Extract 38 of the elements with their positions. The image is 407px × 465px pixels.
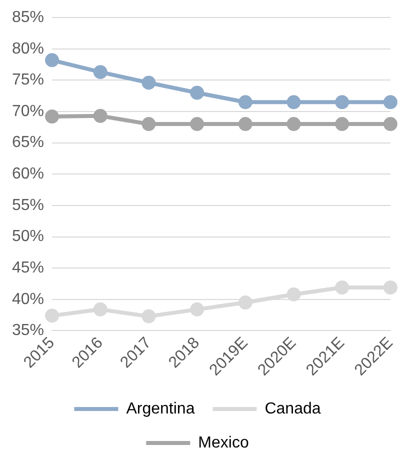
y-tick-label: 50%	[12, 228, 44, 246]
point	[335, 280, 350, 294]
legend-label: Canada	[264, 400, 321, 418]
point	[93, 108, 108, 123]
point	[238, 95, 252, 110]
point	[45, 53, 60, 68]
legend-label: Argentina	[126, 400, 195, 418]
point	[142, 76, 156, 90]
point	[238, 296, 252, 310]
point	[190, 302, 204, 316]
point	[142, 309, 156, 324]
point	[383, 117, 398, 132]
point	[383, 95, 398, 110]
point	[335, 117, 350, 132]
y-tick-label: 45%	[12, 259, 44, 276]
point	[93, 65, 108, 80]
y-tick-label: 70%	[12, 102, 44, 120]
point	[190, 86, 204, 100]
point	[142, 117, 156, 132]
point	[238, 117, 252, 132]
legend-label: Mexico	[198, 434, 249, 452]
point	[383, 280, 398, 294]
point	[286, 287, 301, 302]
y-tick-label: 80%	[12, 40, 44, 58]
y-tick-label: 65%	[12, 134, 44, 152]
point	[93, 302, 108, 316]
point	[286, 117, 301, 132]
point	[45, 110, 60, 124]
y-tick-label: 35%	[12, 322, 44, 340]
y-tick-label: 60%	[12, 166, 44, 183]
point	[190, 117, 204, 132]
y-tick-label: 55%	[12, 196, 44, 214]
y-tick-label: 85%	[12, 9, 44, 26]
point	[45, 308, 60, 323]
y-tick-label: 75%	[12, 72, 44, 89]
point	[335, 95, 350, 110]
y-tick-label: 40%	[12, 290, 44, 308]
point	[286, 95, 301, 110]
